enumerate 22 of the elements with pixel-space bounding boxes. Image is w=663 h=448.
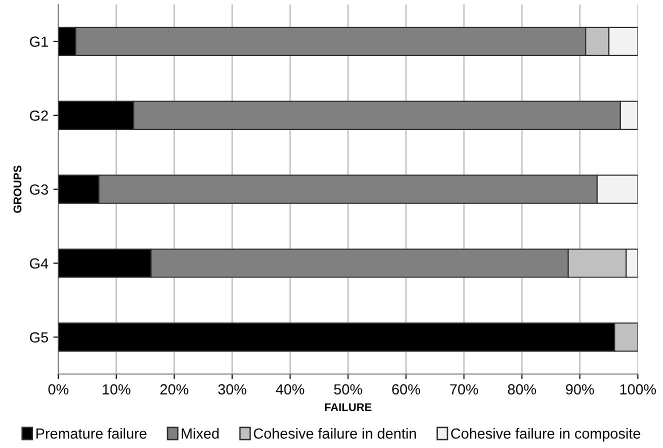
y-tick-label: G3 — [30, 184, 48, 195]
x-tick-label: 60% — [392, 384, 420, 395]
x-tick-label: 30% — [218, 384, 246, 395]
x-tick-label: 20% — [160, 384, 188, 395]
legend-label: Premature failure — [36, 428, 146, 439]
x-tick-label: 40% — [276, 384, 304, 395]
legend-label: Cohesive failure in composite — [451, 428, 640, 442]
y-tick-label: G1 — [30, 36, 48, 47]
x-axis-title: FAILURE — [325, 403, 372, 412]
x-tick-label: 90% — [566, 384, 594, 395]
legend-label: Cohesive failure in dentin — [254, 428, 416, 439]
x-tick-label: 100% — [620, 384, 656, 395]
y-axis-title: GROUPS — [14, 166, 22, 213]
legend-label: Mixed — [182, 428, 219, 439]
x-tick-label: 10% — [102, 384, 130, 395]
x-tick-label: 50% — [334, 384, 362, 395]
y-tick-label: G4 — [30, 258, 48, 269]
x-tick-label: 0% — [48, 384, 68, 395]
y-tick-label: G2 — [30, 110, 48, 121]
y-tick-label: G5 — [30, 332, 48, 343]
x-tick-label: 70% — [450, 384, 478, 395]
x-tick-label: 80% — [508, 384, 536, 395]
